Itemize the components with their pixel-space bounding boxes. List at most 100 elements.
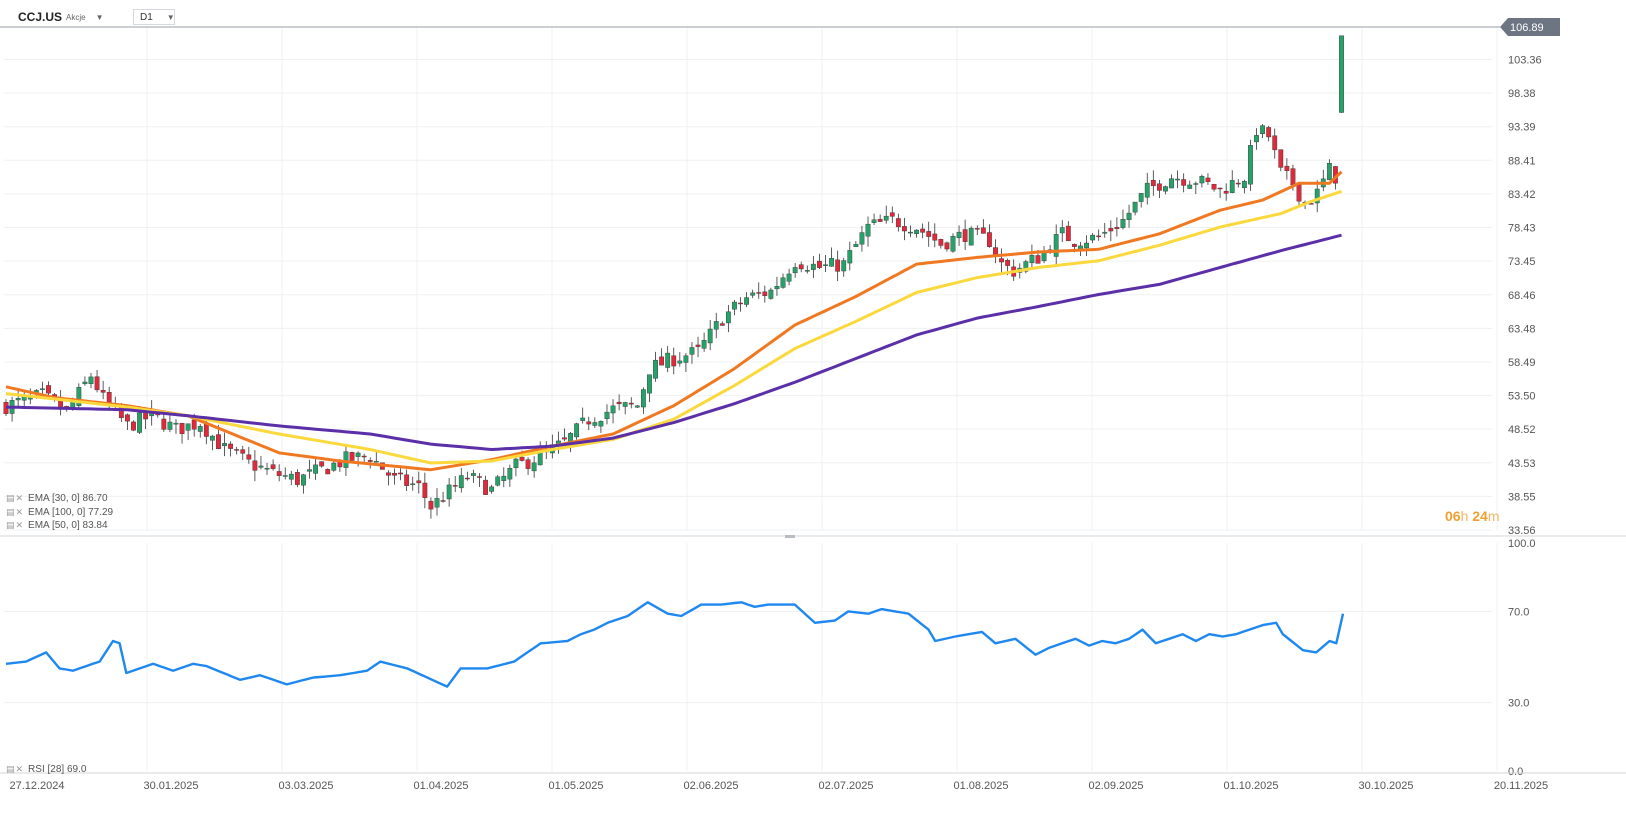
candle-body bbox=[1084, 242, 1089, 249]
candle-body bbox=[865, 223, 871, 237]
candle-body bbox=[659, 356, 665, 366]
candle-body bbox=[1284, 165, 1290, 171]
candle-body bbox=[131, 421, 136, 431]
candle-body bbox=[926, 231, 932, 237]
x-tick-label: 02.06.2025 bbox=[683, 780, 738, 792]
candle-body bbox=[307, 469, 312, 472]
candle-body bbox=[1272, 135, 1278, 151]
candle-body bbox=[464, 477, 470, 480]
candle-body bbox=[343, 451, 349, 468]
candle-body bbox=[1120, 219, 1126, 228]
y-tick-label: 88.41 bbox=[1508, 155, 1536, 167]
candle-body bbox=[246, 454, 252, 460]
timeframe-chevron-down-icon[interactable]: ▼ bbox=[166, 12, 175, 22]
candle-body bbox=[1144, 182, 1150, 198]
y-tick-label: 83.42 bbox=[1508, 189, 1536, 201]
candle-body bbox=[137, 412, 142, 433]
candle-body bbox=[1254, 135, 1259, 143]
candle-body bbox=[398, 472, 403, 475]
candle-body bbox=[671, 355, 677, 367]
legend-settings-close-icon[interactable]: ▤✕ bbox=[6, 519, 25, 530]
symbol-label[interactable]: CCJ.US bbox=[18, 10, 63, 24]
candle-body bbox=[774, 286, 780, 290]
candle-body bbox=[1169, 178, 1174, 189]
legend-ema100[interactable]: ▤✕ EMA [100, 0] 77.29 bbox=[6, 506, 113, 518]
x-tick-label: 03.03.2025 bbox=[278, 780, 333, 792]
x-tick-label: 30.01.2025 bbox=[143, 780, 198, 792]
ema-line-ema100 bbox=[5, 233, 1342, 451]
candle-body bbox=[167, 421, 173, 430]
candle-body bbox=[355, 452, 361, 457]
symbol-chevron-down-icon[interactable]: ▼ bbox=[95, 12, 104, 22]
candle-body bbox=[938, 239, 944, 246]
candle-body bbox=[835, 259, 841, 272]
legend-settings-close-icon[interactable]: ▤✕ bbox=[6, 492, 25, 503]
candle-body bbox=[665, 352, 671, 368]
candle-body bbox=[750, 292, 756, 296]
candle-body bbox=[683, 355, 689, 363]
candle-body bbox=[452, 485, 458, 487]
y-tick-label: 63.48 bbox=[1508, 323, 1536, 335]
candle-body bbox=[228, 443, 234, 449]
candle-body bbox=[932, 233, 938, 241]
candle-body bbox=[1126, 212, 1132, 220]
x-tick-label: 01.05.2025 bbox=[548, 780, 603, 792]
y-tick-label: 58.49 bbox=[1508, 357, 1536, 369]
candle-body bbox=[719, 323, 725, 326]
candle-body bbox=[1187, 184, 1193, 189]
candle-body bbox=[987, 232, 992, 247]
candle-body bbox=[477, 476, 482, 478]
candle-body bbox=[647, 374, 652, 394]
candle-body bbox=[1005, 260, 1011, 266]
candle-layer bbox=[3, 35, 1344, 519]
candle-body bbox=[1266, 127, 1272, 138]
candle-body bbox=[574, 423, 580, 438]
candle-body bbox=[895, 218, 901, 228]
candle-body bbox=[513, 458, 519, 469]
candle-body bbox=[622, 402, 628, 407]
candle-body bbox=[695, 344, 701, 347]
candle-body bbox=[1096, 235, 1102, 238]
candle-body bbox=[871, 219, 877, 223]
candle-body bbox=[902, 226, 907, 232]
candle-body bbox=[1314, 188, 1320, 204]
candle-body bbox=[531, 462, 537, 472]
candle-body bbox=[216, 434, 221, 449]
candle-body bbox=[1138, 193, 1144, 202]
timeframe-select[interactable]: D1 ▼ bbox=[133, 9, 175, 25]
candle-body bbox=[604, 411, 610, 420]
legend-ema50[interactable]: ▤✕ EMA [50, 0] 83.84 bbox=[6, 519, 108, 531]
ema-line-ema50 bbox=[5, 189, 1342, 465]
legend-rsi-label: RSI [28] 69.0 bbox=[28, 763, 87, 775]
candle-body bbox=[950, 235, 956, 252]
candle-body bbox=[191, 419, 197, 430]
candle-body bbox=[483, 479, 488, 495]
timeframe-value: D1 bbox=[140, 11, 153, 23]
candle-body bbox=[288, 473, 294, 480]
candle-body bbox=[944, 242, 950, 250]
candle-body bbox=[568, 433, 573, 443]
legend-settings-close-icon[interactable]: ▤✕ bbox=[6, 506, 25, 517]
instrument-header[interactable]: CCJ.US Akcje ▼ bbox=[18, 8, 104, 26]
candle-body bbox=[88, 376, 94, 384]
y-tick-label: 78.43 bbox=[1508, 223, 1536, 235]
candle-body bbox=[392, 473, 397, 476]
legend-rsi[interactable]: ▤✕ RSI [28] 69.0 bbox=[6, 763, 86, 775]
rsi-line bbox=[5, 601, 1345, 688]
candle-body bbox=[373, 461, 379, 463]
candle-body bbox=[1035, 255, 1041, 264]
candle-body bbox=[762, 291, 768, 296]
candle-body bbox=[847, 250, 853, 264]
rsi-tick-label: 100.0 bbox=[1508, 538, 1536, 550]
legend-ema30[interactable]: ▤✕ EMA [30, 0] 86.70 bbox=[6, 492, 108, 504]
legend-settings-close-icon[interactable]: ▤✕ bbox=[6, 763, 25, 774]
candle-body bbox=[792, 267, 798, 274]
candle-body bbox=[1211, 183, 1217, 190]
candle-body bbox=[1260, 125, 1265, 135]
candle-body bbox=[841, 260, 847, 272]
candle-body bbox=[980, 227, 986, 234]
candle-body bbox=[179, 422, 185, 434]
candle-body bbox=[410, 483, 416, 486]
